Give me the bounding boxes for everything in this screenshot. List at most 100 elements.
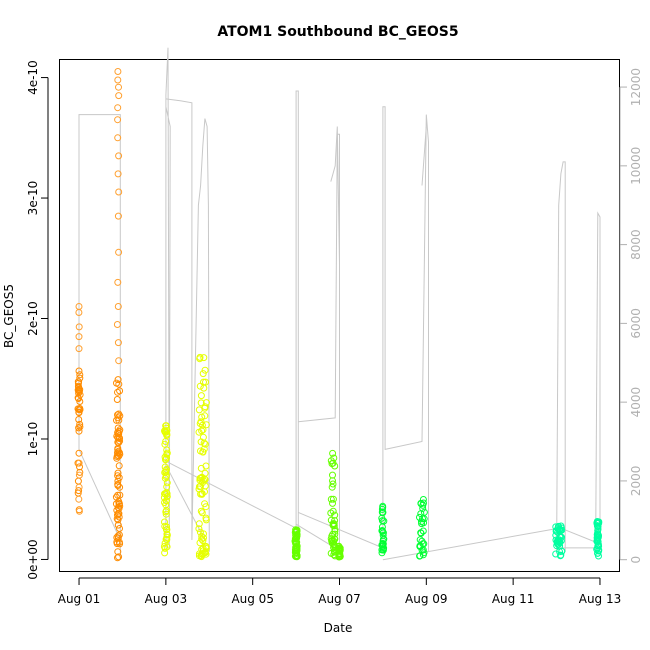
outlier-point — [75, 459, 83, 467]
data-point — [115, 429, 122, 437]
outlier-point — [329, 495, 337, 503]
data-point — [162, 497, 170, 505]
data-point — [163, 479, 171, 487]
data-point — [76, 423, 84, 431]
data-point — [199, 433, 207, 441]
data-point — [292, 549, 300, 557]
data-point — [416, 536, 424, 544]
data-point — [76, 374, 84, 382]
data-point — [552, 550, 560, 558]
data-point — [417, 529, 425, 537]
data-point — [594, 538, 602, 546]
outlier-point — [114, 303, 122, 310]
outlier-point — [328, 483, 336, 491]
y-axis: 0e+00 1e-10 2e-10 3e-10 4e-10 — [26, 60, 49, 580]
data-point — [76, 463, 83, 471]
data-point — [161, 440, 169, 448]
data-point — [75, 416, 83, 423]
data-point — [556, 533, 564, 541]
outlier-point — [75, 333, 83, 341]
data-point — [196, 382, 204, 390]
x-axis: Aug 01 Aug 03 Aug 05 Aug 07 Aug 09 Aug 11 Aug … — [58, 577, 621, 606]
outlier-point — [114, 278, 122, 286]
data-point — [114, 444, 122, 452]
data-point — [329, 507, 337, 515]
data-point — [416, 552, 424, 560]
data-point — [114, 491, 122, 499]
data-point — [201, 500, 209, 508]
data-point — [76, 420, 84, 428]
data-point — [199, 476, 207, 484]
data-point — [116, 435, 123, 442]
altitude-line-segment — [556, 161, 566, 552]
data-point — [202, 516, 210, 524]
outlier-point — [115, 248, 123, 256]
y-tick-label: 2e-10 — [26, 301, 40, 336]
outlier-point — [114, 134, 122, 142]
y-tick-label: 1e-10 — [26, 422, 40, 457]
data-point — [378, 527, 386, 535]
data-point — [198, 427, 206, 435]
data-point — [162, 526, 170, 534]
data-point — [419, 496, 427, 503]
data-point — [114, 433, 122, 441]
data-point — [116, 387, 124, 395]
altitude-line-segment — [165, 98, 210, 552]
y2-tick-label: 0 — [629, 556, 643, 564]
data-point — [162, 510, 170, 518]
data-point — [161, 549, 169, 557]
altitude-line-segment — [382, 527, 559, 561]
data-point — [195, 525, 203, 533]
data-point — [378, 541, 386, 549]
data-point — [116, 426, 124, 434]
x-tick-label: Aug 01 — [58, 592, 101, 606]
data-point — [75, 424, 83, 432]
data-point — [162, 467, 170, 475]
outlier-point — [329, 471, 336, 479]
outlier-point — [75, 495, 83, 503]
x-axis-label: Date — [324, 621, 353, 635]
data-point — [200, 534, 207, 542]
data-point — [163, 531, 171, 539]
data-point — [329, 499, 336, 507]
altitude-line-segment — [165, 464, 206, 541]
outlier-point — [114, 170, 122, 178]
outlier-point — [75, 345, 83, 353]
point-cluster — [327, 449, 339, 560]
data-point — [557, 551, 565, 559]
data-point — [379, 540, 387, 548]
data-point — [200, 354, 208, 362]
altitude-line-segment — [298, 511, 384, 549]
data-point — [114, 469, 122, 477]
data-point — [197, 507, 205, 515]
outlier-point — [75, 323, 83, 331]
data-point — [595, 547, 603, 555]
data-point — [201, 404, 209, 412]
data-point — [202, 462, 210, 470]
data-point — [329, 521, 337, 529]
data-point — [76, 371, 84, 379]
outlier-point — [114, 104, 122, 112]
data-point — [114, 477, 122, 485]
data-point — [556, 548, 564, 556]
altitude-line-segment — [382, 106, 429, 552]
outlier-point — [114, 212, 122, 220]
point-cluster — [112, 68, 124, 562]
outlier-point — [115, 83, 122, 91]
data-point — [114, 451, 122, 459]
data-point — [594, 527, 602, 534]
data-point — [196, 539, 204, 547]
data-point — [201, 469, 209, 477]
data-point — [331, 535, 339, 543]
data-point — [293, 542, 301, 550]
altitude-line-segment — [330, 126, 340, 265]
data-point — [114, 548, 122, 556]
data-point — [195, 520, 203, 528]
outlier-point — [114, 68, 122, 75]
data-point — [594, 523, 602, 531]
data-point — [199, 448, 207, 456]
data-point — [74, 405, 82, 413]
point-cluster — [160, 422, 171, 557]
outlier-point — [114, 76, 122, 84]
x-tick-label: Aug 11 — [492, 592, 535, 606]
